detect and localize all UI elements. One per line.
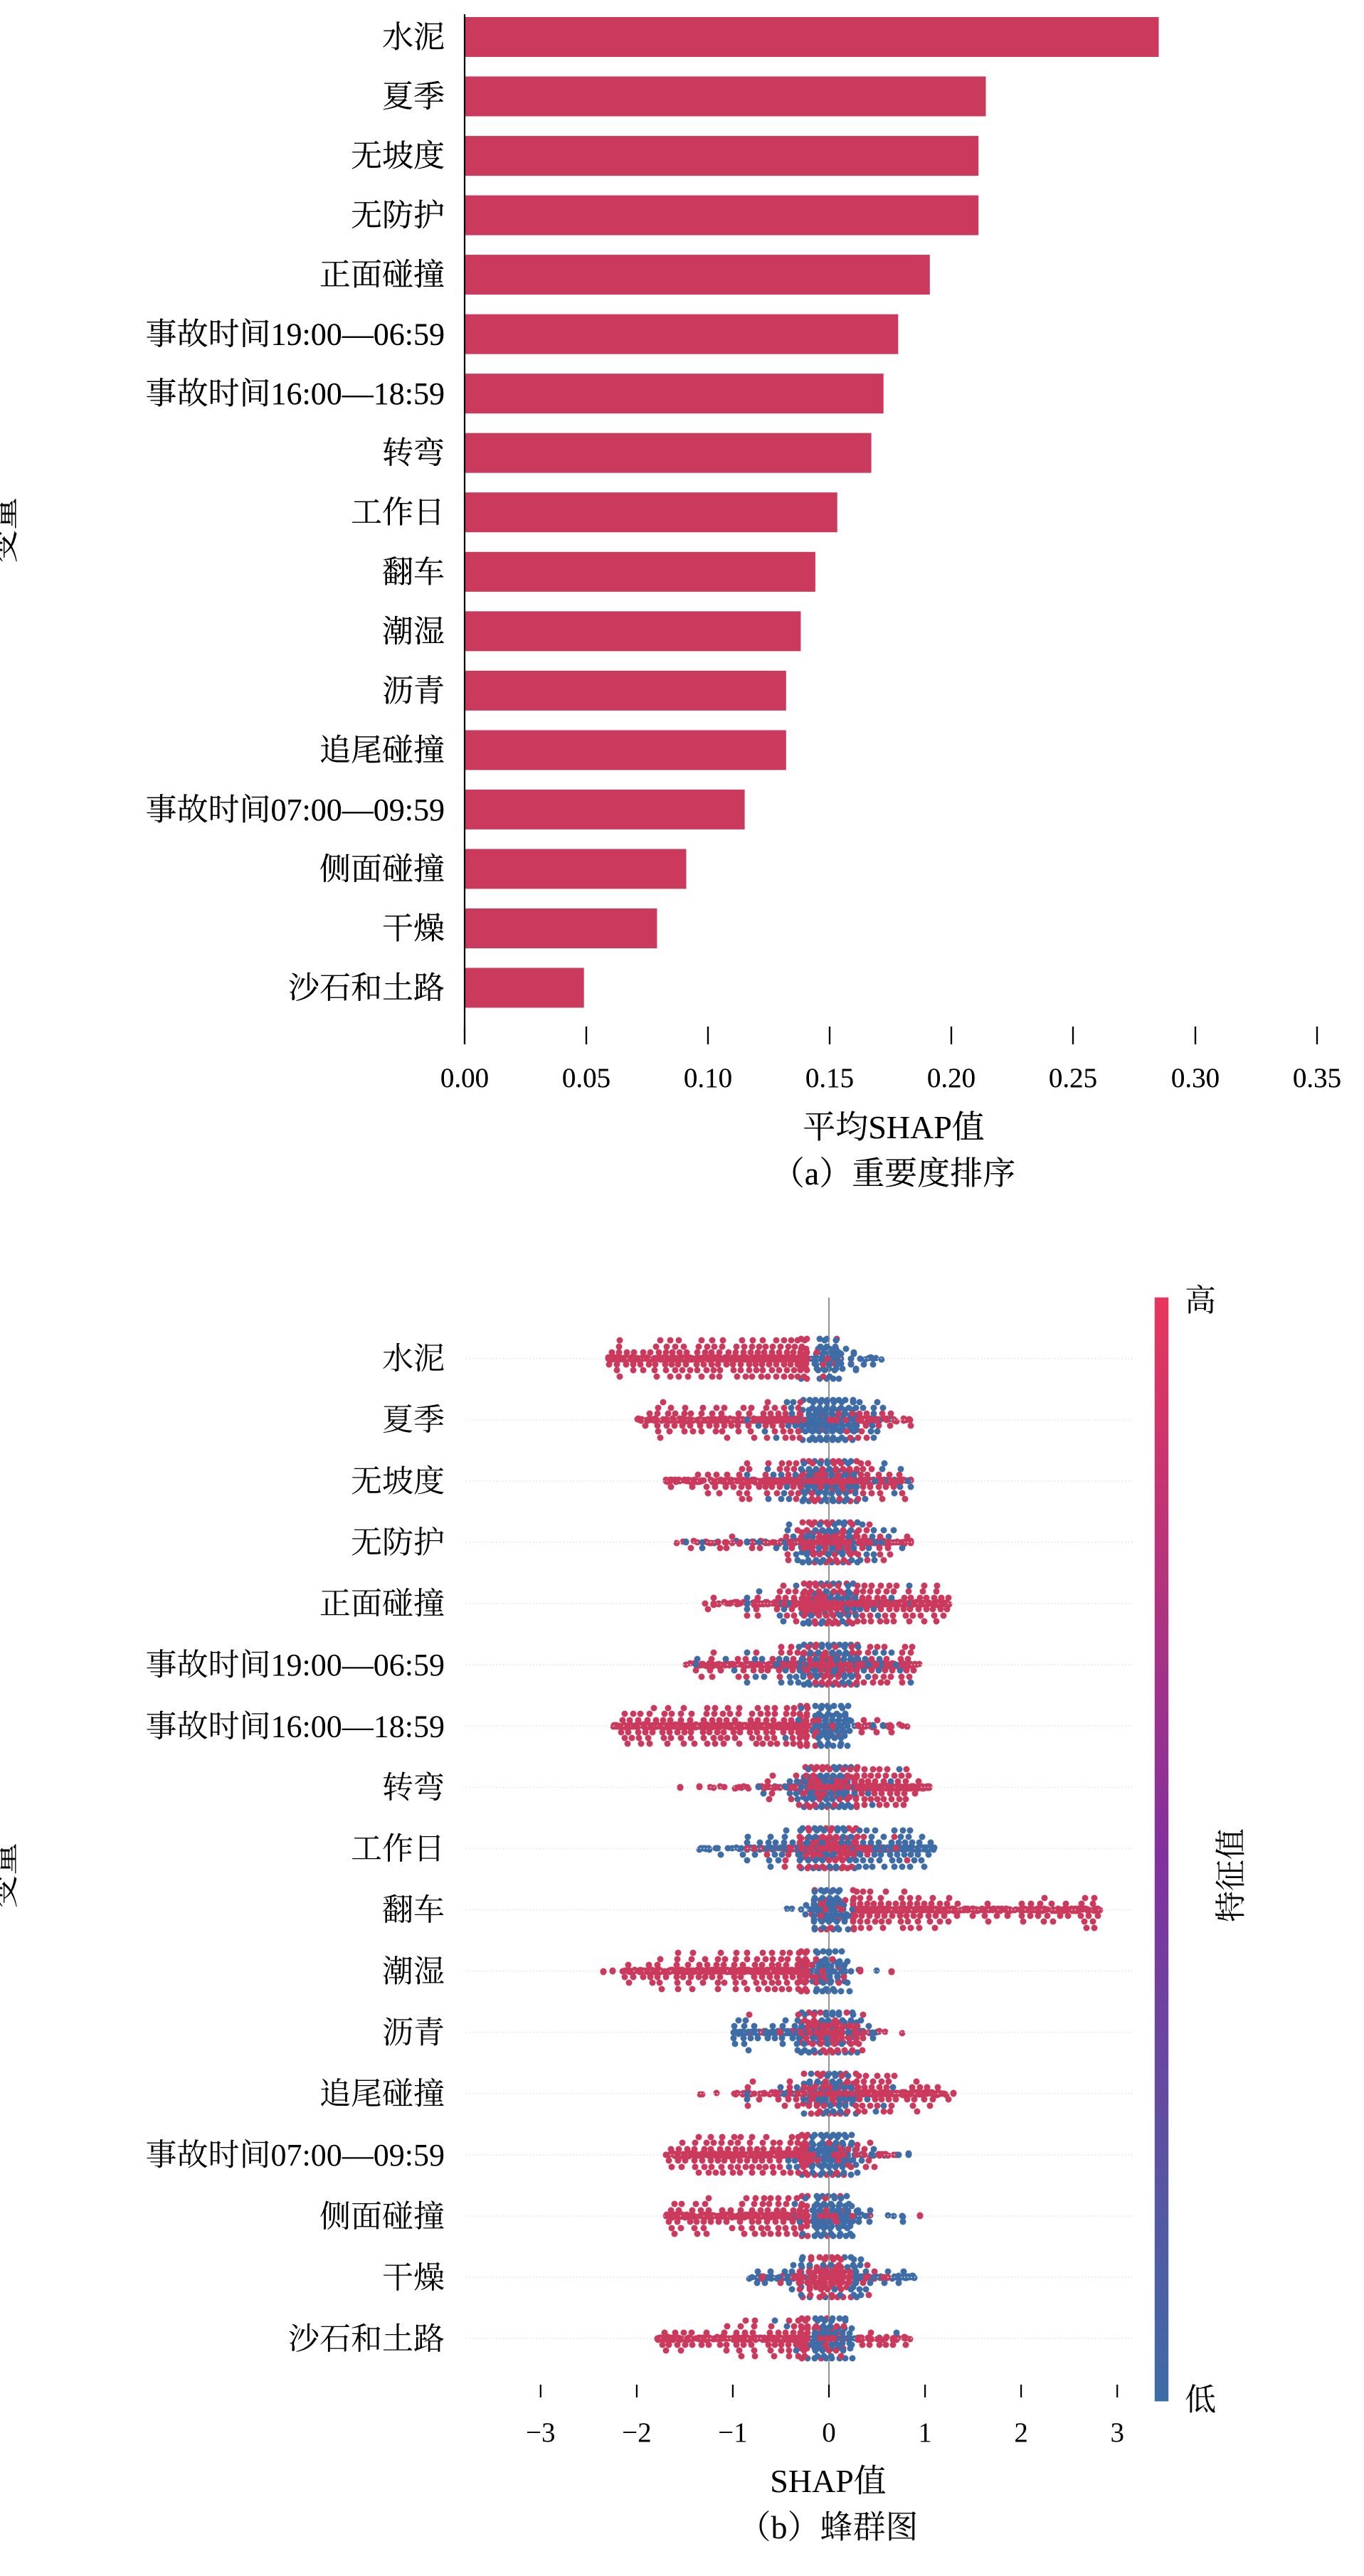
svg-text:低: 低 — [1185, 2382, 1216, 2417]
svg-text:事故时间07:00—09:59: 事故时间07:00—09:59 — [146, 2138, 445, 2173]
svg-text:0.10: 0.10 — [684, 1063, 732, 1093]
svg-text:水泥: 水泥 — [382, 20, 445, 55]
svg-text:0: 0 — [822, 2417, 836, 2448]
svg-text:1: 1 — [918, 2417, 932, 2448]
svg-text:高: 高 — [1185, 1283, 1216, 1318]
svg-text:事故时间19:00—06:59: 事故时间19:00—06:59 — [146, 1648, 445, 1682]
svg-text:0.35: 0.35 — [1293, 1063, 1341, 1093]
svg-text:翻车: 翻车 — [382, 1893, 445, 1928]
svg-text:沙石和土路: 沙石和土路 — [288, 971, 445, 1006]
svg-text:平均SHAP值: 平均SHAP值 — [803, 1109, 985, 1145]
svg-text:无防护: 无防护 — [351, 198, 445, 233]
svg-text:无防护: 无防护 — [351, 1525, 445, 1560]
svg-text:水泥: 水泥 — [382, 1342, 445, 1377]
svg-text:（a）重要度排序: （a）重要度排序 — [772, 1155, 1015, 1192]
svg-text:无坡度: 无坡度 — [351, 139, 445, 174]
svg-text:潮湿: 潮湿 — [382, 614, 445, 649]
svg-text:0.05: 0.05 — [562, 1063, 610, 1093]
svg-text:2: 2 — [1014, 2417, 1028, 2448]
svg-text:事故时间16:00—18:59: 事故时间16:00—18:59 — [146, 1709, 445, 1744]
svg-text:（b）蜂群图: （b）蜂群图 — [739, 2509, 919, 2545]
svg-text:0.00: 0.00 — [440, 1063, 489, 1093]
svg-text:潮湿: 潮湿 — [382, 1954, 445, 1989]
svg-text:沥青: 沥青 — [382, 674, 445, 709]
svg-text:0.25: 0.25 — [1049, 1063, 1097, 1093]
svg-text:侧面碰撞: 侧面碰撞 — [319, 852, 445, 886]
svg-text:−3: −3 — [526, 2417, 556, 2448]
svg-text:0.20: 0.20 — [927, 1063, 976, 1093]
svg-text:工作日: 工作日 — [351, 1832, 445, 1867]
svg-text:转弯: 转弯 — [382, 1770, 445, 1805]
svg-text:变量: 变量 — [0, 497, 21, 563]
svg-text:事故时间16:00—18:59: 事故时间16:00—18:59 — [146, 376, 445, 411]
svg-text:正面碰撞: 正面碰撞 — [319, 1586, 445, 1621]
svg-text:转弯: 转弯 — [382, 436, 445, 471]
svg-text:工作日: 工作日 — [351, 495, 445, 530]
svg-text:沥青: 沥青 — [382, 2015, 445, 2050]
svg-text:夏季: 夏季 — [382, 80, 445, 115]
svg-text:追尾碰撞: 追尾碰撞 — [319, 733, 445, 768]
svg-text:侧面碰撞: 侧面碰撞 — [319, 2199, 445, 2234]
svg-text:沙石和土路: 沙石和土路 — [288, 2322, 445, 2357]
svg-text:SHAP值: SHAP值 — [770, 2463, 887, 2499]
svg-text:0.30: 0.30 — [1171, 1063, 1220, 1093]
svg-text:变量: 变量 — [0, 1843, 21, 1908]
svg-text:−2: −2 — [622, 2417, 652, 2448]
svg-text:3: 3 — [1110, 2417, 1124, 2448]
svg-text:事故时间07:00—09:59: 事故时间07:00—09:59 — [146, 793, 445, 827]
svg-text:翻车: 翻车 — [382, 555, 445, 590]
svg-text:干燥: 干燥 — [382, 2260, 445, 2295]
svg-text:−1: −1 — [718, 2417, 748, 2448]
svg-text:正面碰撞: 正面碰撞 — [319, 258, 445, 292]
svg-text:干燥: 干燥 — [382, 911, 445, 946]
svg-text:特征值: 特征值 — [1214, 1828, 1249, 1922]
svg-text:夏季: 夏季 — [382, 1403, 445, 1438]
svg-text:事故时间19:00—06:59: 事故时间19:00—06:59 — [146, 317, 445, 352]
svg-text:无坡度: 无坡度 — [351, 1464, 445, 1499]
svg-text:0.15: 0.15 — [805, 1063, 854, 1093]
svg-text:追尾碰撞: 追尾碰撞 — [319, 2077, 445, 2111]
